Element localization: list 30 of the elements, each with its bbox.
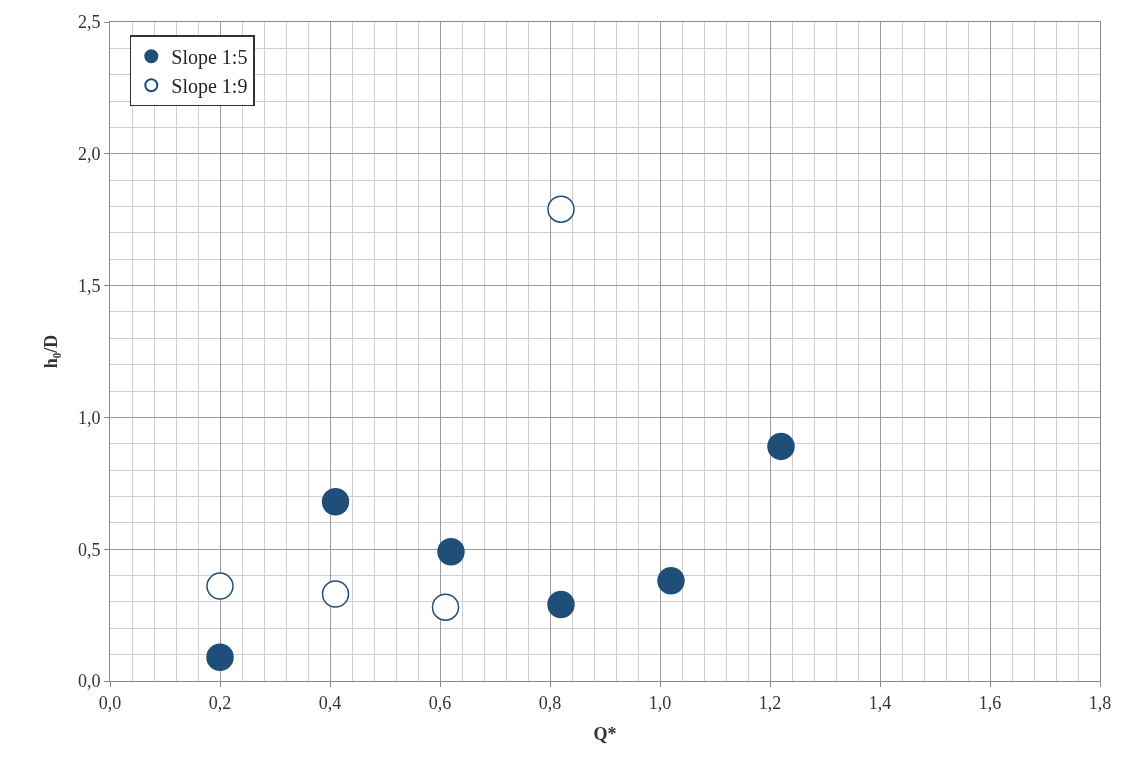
point <box>206 572 234 600</box>
x-axis-title: Q* <box>593 723 617 744</box>
x-tick-label: 1,6 <box>978 692 1002 713</box>
point <box>206 643 234 672</box>
x-tick-label: 0,8 <box>538 692 562 713</box>
x-tick-label: 1,8 <box>1088 692 1112 713</box>
x-tick-label: 0,0 <box>98 692 122 713</box>
point <box>547 195 575 223</box>
point <box>431 593 460 621</box>
y-axis-title: h₀/D <box>41 334 62 369</box>
y-tick-label: 2,5 <box>77 12 101 33</box>
y-tick-label: 1,0 <box>77 407 101 428</box>
y-tick-label: 0,0 <box>77 671 101 692</box>
legend-label: Slope 1:5 <box>171 45 248 69</box>
legend-label: Slope 1:9 <box>171 74 248 98</box>
y-tick-label: 1,5 <box>77 275 101 296</box>
y-tick-label: 2,0 <box>77 144 101 165</box>
point <box>657 567 685 595</box>
x-tick-label: 0,4 <box>318 692 342 713</box>
point <box>547 590 575 619</box>
x-tick-label: 0,2 <box>208 692 232 713</box>
x-tick-label: 1,0 <box>648 692 672 713</box>
x-tick-label: 1,4 <box>868 692 892 713</box>
point <box>321 488 350 516</box>
x-tick-label: 0,6 <box>428 692 452 713</box>
point <box>321 580 350 608</box>
y-tick-label: 0,5 <box>77 539 101 560</box>
x-tick-label: 1,2 <box>758 692 782 713</box>
point <box>767 432 795 461</box>
point <box>437 538 465 566</box>
